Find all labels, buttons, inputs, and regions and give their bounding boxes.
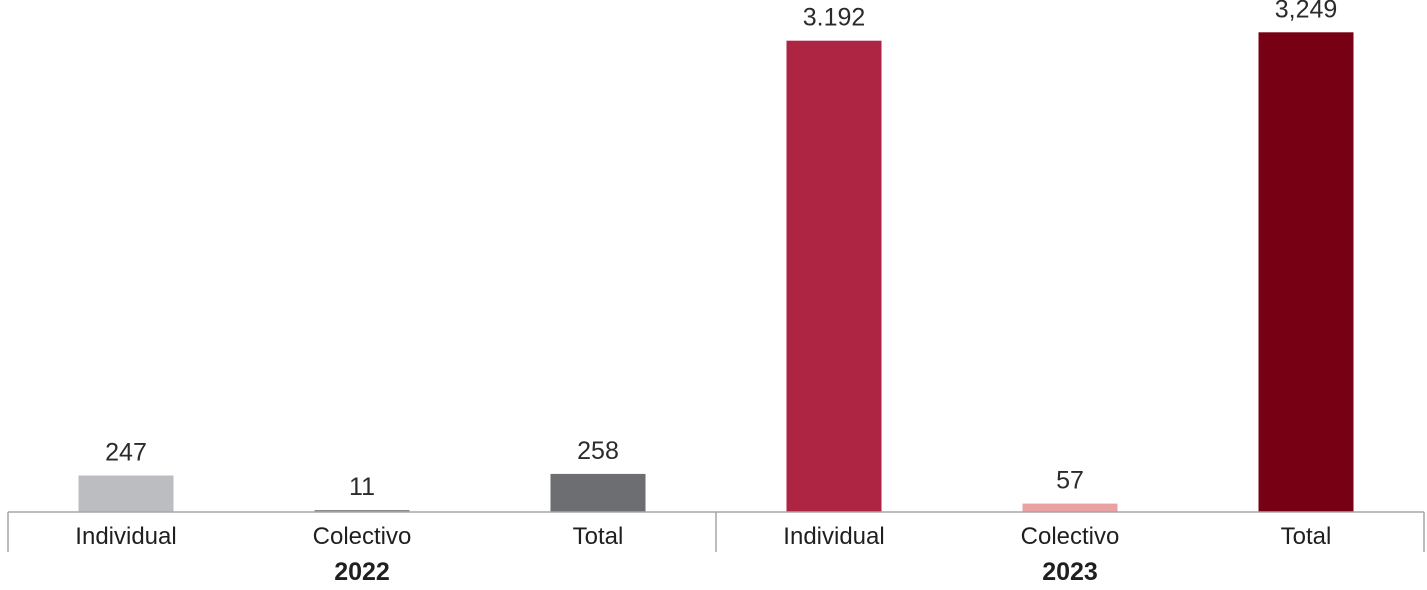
category-tick-label: Colectivo: [1021, 523, 1120, 550]
bar-2023-individual: [786, 40, 882, 512]
category-tick-label: Total: [1281, 523, 1332, 550]
bar-2023-total: [1258, 32, 1354, 513]
bar-2023-colectivo: [1022, 503, 1118, 512]
data-label: 57: [1056, 467, 1084, 495]
data-label: 258: [577, 437, 619, 465]
bars-layer: [78, 32, 1354, 513]
category-tick-label: Total: [573, 523, 624, 550]
group-label: 2023: [1042, 558, 1098, 585]
category-tick-label: Individual: [75, 523, 176, 550]
data-label: 11: [349, 473, 375, 501]
category-tick-label: Individual: [783, 523, 884, 550]
labels-layer: 247 Individual 11 Colectivo 258 Total 3.192 Ind…: [75, 0, 1338, 586]
group-label: 2022: [334, 558, 390, 585]
x-axis: [7, 511, 1425, 552]
bar-2022-individual: [78, 475, 174, 512]
bar-2022-total: [550, 473, 646, 512]
data-label: 3,249: [1275, 0, 1338, 23]
data-label: 3.192: [803, 4, 866, 32]
category-tick-label: Colectivo: [313, 523, 412, 550]
bar-2022-colectivo: [314, 510, 410, 512]
data-label: 247: [105, 439, 147, 467]
